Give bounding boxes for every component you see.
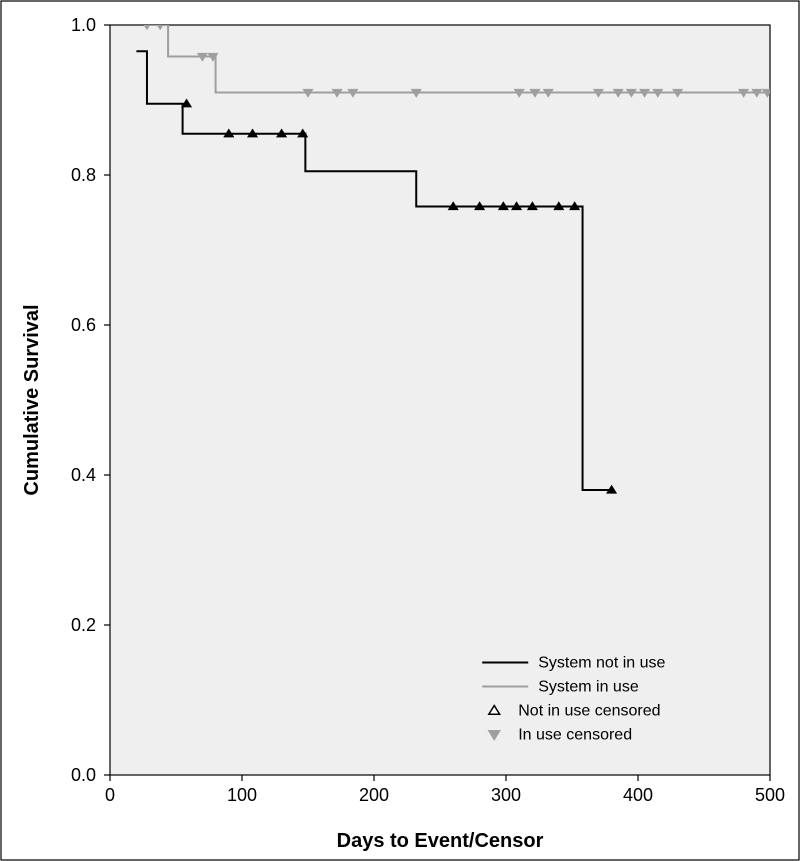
x-tick-label: 400	[623, 785, 653, 805]
plot-area	[110, 25, 770, 775]
y-tick-label: 1.0	[71, 15, 96, 35]
survival-chart-svg: 0 100 200 300 400 500 0.0 0.2 0.4 0.6 0.8 1.0 Days t…	[0, 0, 800, 861]
legend-label: In use censored	[518, 727, 632, 744]
chart-container: { "chart": { "type": "survival-step", "w…	[0, 0, 800, 861]
legend-label: System in use	[538, 679, 639, 696]
x-tick-label: 0	[105, 785, 115, 805]
y-axis-label: Cumulative Survival	[21, 304, 43, 495]
x-tick-label: 100	[227, 785, 257, 805]
y-tick-label: 0.6	[71, 315, 96, 335]
y-tick-label: 0.8	[71, 165, 96, 185]
x-tick-label: 300	[491, 785, 521, 805]
x-tick-label: 500	[755, 785, 785, 805]
y-tick-label: 0.2	[71, 615, 96, 635]
legend-label: System not in use	[538, 655, 665, 672]
x-axis-label: Days to Event/Censor	[337, 830, 544, 852]
y-tick-label: 0.0	[71, 765, 96, 785]
x-tick-label: 200	[359, 785, 389, 805]
legend-label: Not in use censored	[518, 703, 660, 720]
y-tick-label: 0.4	[71, 465, 96, 485]
